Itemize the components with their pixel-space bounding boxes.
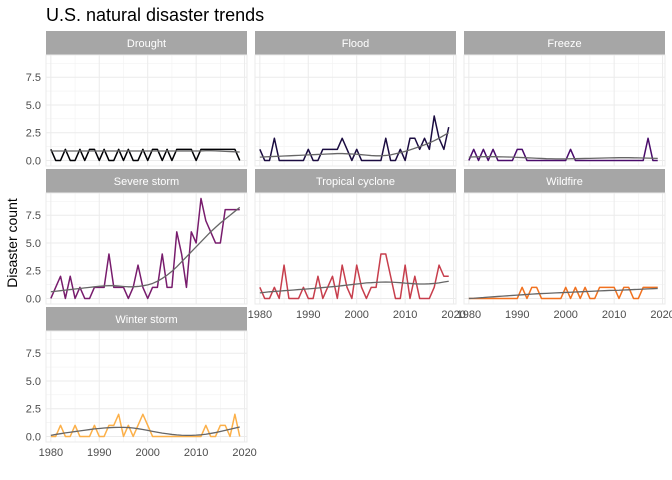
- x-tick-label: 2010: [602, 309, 626, 321]
- facet-severe-storm: Severe storm 0.0 2.5 5.0 7.5: [26, 169, 248, 305]
- series-line-severe-storm: [50, 197, 240, 300]
- y-tick-label: 7.5: [26, 210, 41, 222]
- y-tick-label: 2.5: [26, 128, 41, 140]
- panel-background: [46, 331, 247, 442]
- x-tick-label: 1990: [87, 447, 111, 459]
- facet-strip-label: Freeze: [547, 38, 581, 50]
- x-tick-label: 2010: [184, 447, 208, 459]
- trend-line-severe-storm: [50, 206, 241, 293]
- series-line-freeze: [468, 137, 658, 162]
- panel-border: [463, 192, 666, 305]
- facet-strip-label: Winter storm: [115, 314, 177, 326]
- x-tick-label: 2000: [344, 309, 368, 321]
- y-axis-label: Disaster count: [4, 198, 20, 288]
- panel-border: [45, 54, 248, 167]
- panel-border: [463, 54, 666, 167]
- x-tick-label: 1980: [457, 309, 481, 321]
- facet-strip-label: Drought: [127, 38, 166, 50]
- panel-background: [46, 55, 247, 166]
- y-tick-label: 0.0: [26, 155, 41, 167]
- panel-border: [45, 192, 248, 305]
- facet-freeze: Freeze: [463, 31, 666, 167]
- panel-border: [45, 330, 248, 443]
- facet-strip: [46, 31, 247, 55]
- x-tick-label: 2020: [650, 309, 672, 321]
- chart-title: U.S. natural disaster trends: [46, 5, 264, 25]
- x-tick-label: 2020: [441, 309, 465, 321]
- facet-flood: Flood: [254, 31, 457, 167]
- series-line-tropical-cyclone: [259, 253, 449, 300]
- facet-drought: Drought 0.0 2.5 5.0 7.5: [26, 31, 248, 167]
- trend-line-freeze: [468, 156, 658, 160]
- series-line-winter-storm: [50, 413, 241, 438]
- trend-line-wildfire: [468, 287, 658, 300]
- x-tick-label: 1980: [248, 309, 272, 321]
- facet-panels: Drought 0.0 2.5 5.0 7.5 Flood Freeze Severe sto…: [26, 31, 672, 459]
- facet-tropical-cyclone: Tropical cyclone 1980 1990 2000 2010 2020: [248, 169, 466, 321]
- facet-strip: [46, 307, 247, 331]
- facet-strip: [464, 169, 665, 193]
- x-tick-label: 2000: [135, 447, 159, 459]
- facet-strip: [46, 169, 247, 193]
- y-tick-label: 7.5: [26, 348, 41, 360]
- y-tick-label: 0.0: [26, 293, 41, 305]
- x-tick-label: 1980: [39, 447, 63, 459]
- y-tick-label: 5.0: [26, 376, 41, 388]
- y-tick-label: 7.5: [26, 72, 41, 84]
- trend-line-winter-storm: [50, 426, 240, 436]
- trend-line-tropical-cyclone: [259, 280, 449, 294]
- y-tick-label: 5.0: [26, 100, 41, 112]
- x-tick-label: 2010: [393, 309, 417, 321]
- facet-strip-label: Wildfire: [546, 176, 583, 188]
- y-tick-label: 2.5: [26, 404, 41, 416]
- series-line-flood: [259, 115, 450, 162]
- x-tick-label: 1990: [505, 309, 529, 321]
- panel-background: [464, 55, 665, 166]
- y-tick-label: 5.0: [26, 238, 41, 250]
- x-tick-label: 2000: [553, 309, 577, 321]
- panel-border: [254, 192, 457, 305]
- panel-background: [46, 193, 247, 304]
- facet-strip-label: Tropical cyclone: [316, 176, 395, 188]
- facet-strip-label: Flood: [342, 38, 370, 50]
- trend-line-drought: [50, 150, 240, 153]
- facet-strip-label: Severe storm: [114, 176, 179, 188]
- y-tick-label: 2.5: [26, 266, 41, 278]
- facet-wildfire: Wildfire 1980 1990 2000 2010 2020: [457, 169, 672, 321]
- y-tick-label: 0.0: [26, 431, 41, 443]
- panel-background: [464, 193, 665, 304]
- facet-strip: [255, 31, 456, 55]
- facet-strip: [464, 31, 665, 55]
- facet-winter-storm: Winter storm 0.0 2.5 5.0 7.5 1980 1990 2000 2010…: [26, 307, 257, 459]
- series-line-drought: [50, 148, 241, 162]
- trend-line-flood: [259, 132, 450, 158]
- panel-background: [255, 55, 456, 166]
- facet-strip: [255, 169, 456, 193]
- x-tick-label: 1990: [296, 309, 320, 321]
- panel-background: [255, 193, 456, 304]
- x-tick-label: 2020: [232, 447, 256, 459]
- panel-border: [254, 54, 457, 167]
